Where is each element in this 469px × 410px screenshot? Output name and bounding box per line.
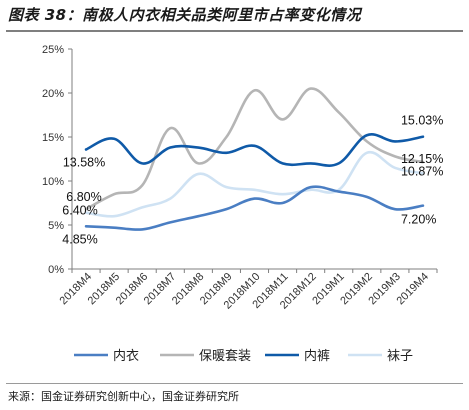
- data-label: 13.58%: [63, 155, 105, 169]
- figure-title: 图表 38：南极人内衣相关品类阿里市占率变化情况: [8, 6, 362, 24]
- data-label: 15.03%: [401, 114, 443, 128]
- data-label: 12.15%: [401, 152, 443, 166]
- legend-label-1: 保暖套装: [199, 348, 251, 364]
- series-line-0: [84, 185, 425, 231]
- chart-annotations: 13.58% 6.80%6.40% 4.85% 15.03% 12.15%10.87% 7…: [62, 114, 443, 247]
- source-rule: [6, 383, 463, 384]
- data-label: 6.40%: [62, 204, 97, 218]
- series-line-2: [84, 133, 425, 167]
- data-label: 6.80%: [66, 190, 101, 204]
- legend-label-3: 袜子: [387, 349, 413, 364]
- y-tick-label: 25%: [42, 44, 64, 56]
- legend-label-2: 内裤: [304, 348, 330, 364]
- source-note: 来源：国金证券研究创新中心，国金证券研究所: [8, 390, 239, 403]
- legend-label-0: 内衣: [113, 348, 139, 364]
- data-label: 10.87%: [401, 164, 443, 178]
- y-tick-label: 20%: [42, 88, 64, 100]
- data-label: 7.20%: [401, 213, 436, 227]
- y-tick-label: 0%: [48, 264, 64, 276]
- series-line-3: [84, 150, 425, 218]
- y-tick-label: 10%: [42, 176, 64, 188]
- chart-legend: 内衣 保暖套装 内裤 袜子: [74, 348, 413, 364]
- chart-series: [84, 87, 425, 231]
- y-tick-label: 15%: [42, 132, 64, 144]
- series-line-1: [84, 87, 425, 211]
- chart-axes: 0%5%10%15%20%25%2018M42018M52018M62018M7…: [42, 44, 438, 312]
- title-rule: [6, 30, 463, 32]
- data-label: 4.85%: [62, 232, 97, 246]
- y-tick-label: 5%: [48, 220, 64, 232]
